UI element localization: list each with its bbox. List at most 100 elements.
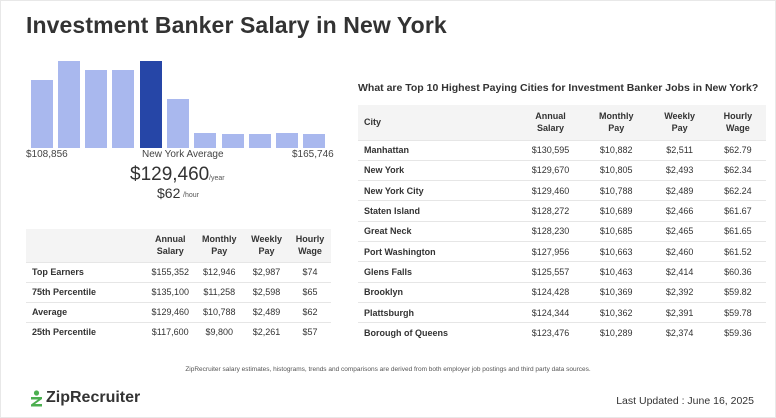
city-name-cell: Great Neck <box>358 220 518 242</box>
annual-salary-cell: $124,428 <box>518 281 583 303</box>
table-row: Staten Island $128,272 $10,689 $2,466 $6… <box>358 200 766 222</box>
monthly-pay-cell: $10,788 <box>194 301 245 322</box>
percentile-header-blank <box>26 229 146 262</box>
hourly-wage-cell: $62.24 <box>709 180 766 201</box>
ziprecruiter-logo-icon <box>31 389 42 406</box>
table-row: Glens Falls $125,557 $10,463 $2,414 $60.… <box>358 261 766 283</box>
row-label: 75th Percentile <box>26 281 146 302</box>
weekly-pay-cell: $2,511 <box>649 139 710 161</box>
hourly-wage-cell: $62 <box>289 301 331 322</box>
cities-heading: What are Top 10 Highest Paying Cities fo… <box>358 82 759 94</box>
cities-header-hourly: Hourly Wage <box>709 105 766 140</box>
cities-table-header: City Annual Salary Monthly Pay Weekly Pay H… <box>358 105 766 140</box>
hourly-wage-cell: $61.65 <box>709 220 766 242</box>
cities-header-city: City <box>358 105 518 140</box>
table-row: Plattsburgh $124,344 $10,362 $2,391 $59.… <box>358 301 766 323</box>
average-hourly-wage-unit: /hour <box>183 192 199 199</box>
histogram-average-label: New York Average <box>142 149 224 160</box>
cities-header-annual: Annual Salary <box>518 105 583 140</box>
annual-salary-cell: $129,460 <box>146 301 195 322</box>
salary-histogram <box>28 52 328 148</box>
weekly-pay-cell: $2,374 <box>649 322 710 343</box>
weekly-pay-cell: $2,261 <box>244 321 290 342</box>
weekly-pay-cell: $2,493 <box>649 159 710 181</box>
hourly-wage-cell: $59.36 <box>709 322 766 343</box>
city-name-cell: Brooklyn <box>358 281 518 303</box>
weekly-pay-cell: $2,460 <box>649 240 710 262</box>
annual-salary-cell: $155,352 <box>146 261 195 282</box>
hourly-wage-cell: $62.79 <box>709 139 766 161</box>
table-row: Average $129,460 $10,788 $2,489 $62 <box>26 301 331 322</box>
weekly-pay-cell: $2,414 <box>649 261 710 283</box>
annual-salary-cell: $125,557 <box>518 261 583 283</box>
page-title: Investment Banker Salary in New York <box>26 12 447 38</box>
disclaimer-text: ZipRecruiter salary estimates, histogram… <box>185 366 591 373</box>
city-name-cell: New York City <box>358 180 518 201</box>
histogram-min-label: $108,856 <box>26 149 68 160</box>
weekly-pay-cell: $2,987 <box>244 261 290 282</box>
top-cities-table: City Annual Salary Monthly Pay Weekly Pay H… <box>358 105 766 343</box>
histogram-bar <box>85 70 108 148</box>
weekly-pay-cell: $2,392 <box>649 281 710 303</box>
weekly-pay-cell: $2,465 <box>649 220 710 242</box>
monthly-pay-cell: $10,685 <box>582 220 650 242</box>
hourly-wage-cell: $57 <box>289 321 331 342</box>
monthly-pay-cell: $10,362 <box>582 301 650 323</box>
percentile-header-annual: Annual Salary <box>146 229 195 262</box>
annual-salary-cell: $123,476 <box>518 322 583 343</box>
table-row: 75th Percentile $135,100 $11,258 $2,598 … <box>26 281 331 302</box>
weekly-pay-cell: $2,391 <box>649 301 710 323</box>
city-name-cell: Staten Island <box>358 200 518 222</box>
table-row: Borough of Queens $123,476 $10,289 $2,37… <box>358 322 766 343</box>
histogram-bar <box>248 133 271 148</box>
hourly-wage-cell: $61.52 <box>709 240 766 262</box>
monthly-pay-cell: $10,289 <box>582 322 650 343</box>
percentile-header-weekly: Weekly Pay <box>244 229 290 262</box>
table-row: 25th Percentile $117,600 $9,800 $2,261 $… <box>26 321 331 342</box>
annual-salary-cell: $135,100 <box>146 281 195 302</box>
last-updated-text: Last Updated : June 16, 2025 <box>616 395 754 407</box>
histogram-bar <box>57 60 80 148</box>
hourly-wage-cell: $74 <box>289 261 331 282</box>
ziprecruiter-logo[interactable]: ZipRecruiter <box>30 389 140 407</box>
histogram-bar <box>194 132 217 148</box>
hourly-wage-cell: $59.78 <box>709 301 766 323</box>
histogram-bar <box>221 133 244 148</box>
city-name-cell: New York <box>358 159 518 181</box>
monthly-pay-cell: $12,946 <box>194 261 245 282</box>
city-name-cell: Port Washington <box>358 240 518 262</box>
histogram-bar <box>303 133 326 148</box>
row-label: 25th Percentile <box>26 321 146 342</box>
monthly-pay-cell: $10,882 <box>582 139 650 161</box>
monthly-pay-cell: $10,663 <box>582 240 650 262</box>
histogram-bar <box>167 99 189 148</box>
histogram-max-label: $165,746 <box>292 149 334 160</box>
monthly-pay-cell: $11,258 <box>194 281 245 302</box>
city-name-cell: Plattsburgh <box>358 301 518 323</box>
weekly-pay-cell: $2,489 <box>244 301 290 322</box>
histogram-bar <box>30 79 53 148</box>
percentile-header-monthly: Monthly Pay <box>194 229 245 262</box>
monthly-pay-cell: $10,463 <box>582 261 650 283</box>
monthly-pay-cell: $10,805 <box>582 159 650 181</box>
city-name-cell: Borough of Queens <box>358 322 518 343</box>
logo-text: ZipRecruiter <box>46 389 141 406</box>
hourly-wage-cell: $65 <box>289 281 331 302</box>
average-hourly-wage: $62 <box>157 185 181 201</box>
weekly-pay-cell: $2,466 <box>649 200 710 222</box>
city-name-cell: Manhattan <box>358 139 518 161</box>
monthly-pay-cell: $10,788 <box>582 180 650 201</box>
annual-salary-cell: $130,595 <box>518 139 583 161</box>
table-row: Top Earners $155,352 $12,946 $2,987 $74 <box>26 261 331 282</box>
hourly-wage-cell: $62.34 <box>709 159 766 181</box>
annual-salary-cell: $117,600 <box>146 321 195 342</box>
annual-salary-cell: $127,956 <box>518 240 583 262</box>
average-annual-salary: $129,460 <box>130 164 210 185</box>
monthly-pay-cell: $10,689 <box>582 200 650 222</box>
annual-salary-cell: $128,230 <box>518 220 583 242</box>
percentile-header-hourly: Hourly Wage <box>289 229 331 262</box>
percentile-table-header: Annual Salary Monthly Pay Weekly Pay Hourly… <box>26 229 331 262</box>
annual-salary-cell: $124,344 <box>518 301 583 323</box>
monthly-pay-cell: $10,369 <box>582 281 650 303</box>
annual-salary-cell: $128,272 <box>518 200 583 222</box>
